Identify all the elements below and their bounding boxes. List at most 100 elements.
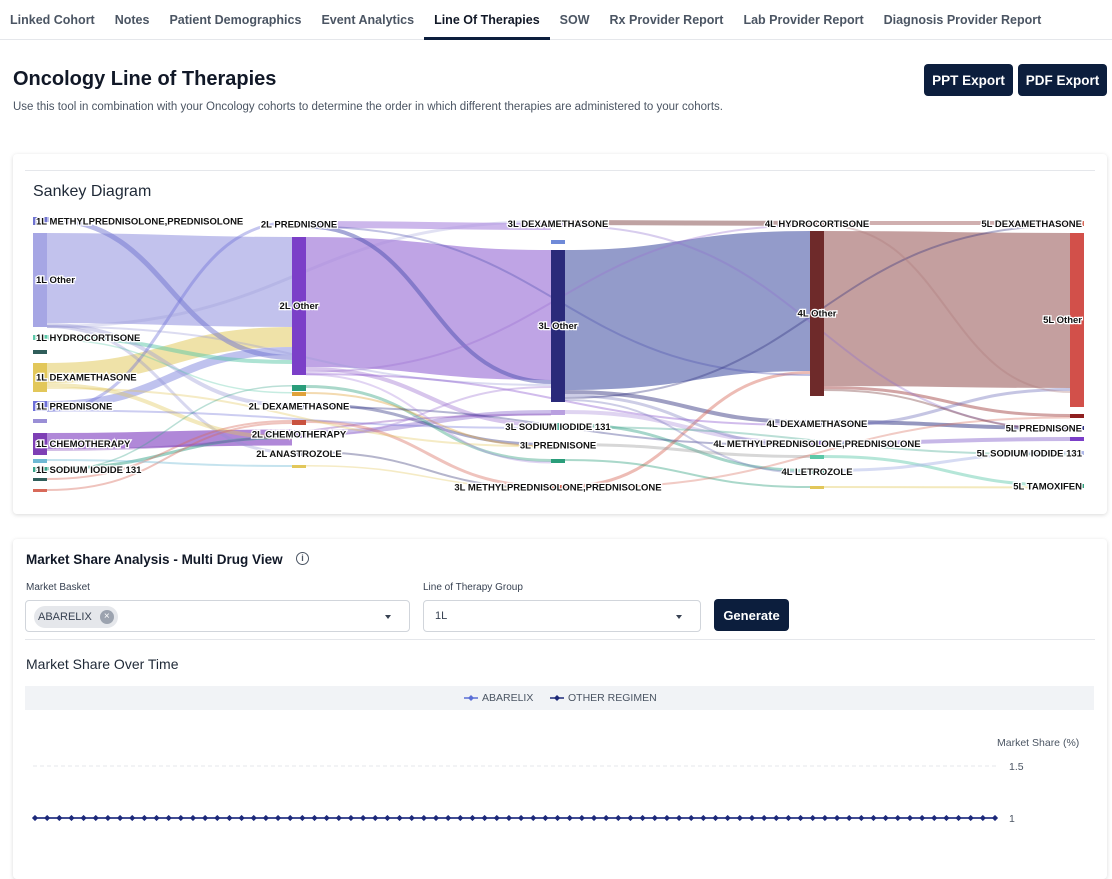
sankey-link[interactable] xyxy=(46,383,293,440)
sankey-node[interactable] xyxy=(33,217,47,225)
ppt-export-button[interactable]: PPT Export xyxy=(924,64,1013,96)
data-point[interactable] xyxy=(882,815,889,821)
sankey-node[interactable] xyxy=(551,459,565,463)
data-point[interactable] xyxy=(457,815,464,821)
sankey-link[interactable] xyxy=(46,323,293,407)
sankey-link[interactable] xyxy=(305,451,552,490)
sankey-node[interactable] xyxy=(33,489,47,492)
data-point[interactable] xyxy=(627,815,634,821)
sankey-node[interactable] xyxy=(292,392,306,396)
data-point[interactable] xyxy=(275,815,282,821)
sankey-node[interactable] xyxy=(33,419,47,423)
data-point[interactable] xyxy=(736,815,743,821)
data-point[interactable] xyxy=(578,815,585,821)
sankey-node[interactable] xyxy=(1070,414,1084,418)
data-point[interactable] xyxy=(979,815,986,821)
sankey-node[interactable] xyxy=(810,441,824,446)
data-point[interactable] xyxy=(590,815,597,821)
data-point[interactable] xyxy=(724,815,731,821)
data-point[interactable] xyxy=(919,815,926,821)
data-point[interactable] xyxy=(202,815,209,821)
sankey-link[interactable] xyxy=(46,422,293,491)
data-point[interactable] xyxy=(56,815,63,821)
sankey-link[interactable] xyxy=(564,443,811,458)
sankey-node[interactable] xyxy=(1070,233,1084,407)
data-point[interactable] xyxy=(748,815,755,821)
sankey-node[interactable] xyxy=(551,250,565,402)
data-point[interactable] xyxy=(834,815,841,821)
data-point[interactable] xyxy=(360,815,367,821)
data-point[interactable] xyxy=(676,815,683,821)
sankey-node[interactable] xyxy=(33,233,47,327)
data-point[interactable] xyxy=(372,815,379,821)
sankey-link[interactable] xyxy=(305,373,552,464)
data-point[interactable] xyxy=(445,815,452,821)
data-point[interactable] xyxy=(384,815,391,821)
sankey-link[interactable] xyxy=(46,420,293,480)
data-point[interactable] xyxy=(518,815,525,821)
sankey-node[interactable] xyxy=(551,423,565,430)
sankey-link[interactable] xyxy=(564,423,811,472)
sankey-node[interactable] xyxy=(33,478,47,481)
sankey-node[interactable] xyxy=(810,469,824,474)
sankey-link[interactable] xyxy=(305,385,552,462)
sankey-node[interactable] xyxy=(33,363,47,392)
sankey-link[interactable] xyxy=(46,385,293,472)
sankey-link[interactable] xyxy=(823,455,1071,487)
legend-item-abarelix[interactable]: ABARELIX xyxy=(464,692,533,704)
sankey-link[interactable] xyxy=(305,221,552,230)
data-point[interactable] xyxy=(104,815,111,821)
sankey-node[interactable] xyxy=(1070,451,1084,455)
sankey-node[interactable] xyxy=(292,465,306,468)
sankey-link[interactable] xyxy=(46,217,293,360)
data-point[interactable] xyxy=(323,815,330,821)
sankey-link[interactable] xyxy=(305,410,552,435)
sankey-node[interactable] xyxy=(292,385,306,391)
data-point[interactable] xyxy=(967,815,974,821)
sankey-node[interactable] xyxy=(810,231,824,396)
data-point[interactable] xyxy=(797,815,804,821)
data-point[interactable] xyxy=(141,815,148,821)
sankey-link[interactable] xyxy=(305,224,552,384)
data-point[interactable] xyxy=(846,815,853,821)
sankey-link[interactable] xyxy=(564,426,1071,456)
sankey-node[interactable] xyxy=(551,443,565,447)
data-point[interactable] xyxy=(530,815,537,821)
sankey-link[interactable] xyxy=(564,459,811,488)
sankey-node[interactable] xyxy=(292,403,306,409)
sankey-node[interactable] xyxy=(1070,484,1084,488)
tab-patient-demographics[interactable]: Patient Demographics xyxy=(169,13,302,27)
sankey-link[interactable] xyxy=(564,410,811,445)
sankey-link[interactable] xyxy=(823,231,1071,388)
sankey-node[interactable] xyxy=(292,221,306,227)
sankey-node[interactable] xyxy=(292,237,306,375)
lot-group-select[interactable]: 1L xyxy=(423,600,701,632)
data-point[interactable] xyxy=(153,815,160,821)
data-point[interactable] xyxy=(80,815,87,821)
data-point[interactable] xyxy=(992,815,998,821)
sankey-link[interactable] xyxy=(46,409,552,429)
data-point[interactable] xyxy=(469,815,476,821)
sankey-link[interactable] xyxy=(564,371,811,488)
sankey-link[interactable] xyxy=(46,459,293,467)
tab-diagnosis-provider-report[interactable]: Diagnosis Provider Report xyxy=(883,13,1042,27)
data-point[interactable] xyxy=(189,815,196,821)
sankey-link[interactable] xyxy=(305,367,552,427)
data-point[interactable] xyxy=(165,815,172,821)
data-point[interactable] xyxy=(906,815,913,821)
data-point[interactable] xyxy=(335,815,342,821)
tab-notes[interactable]: Notes xyxy=(114,13,150,27)
sankey-link[interactable] xyxy=(564,416,1071,490)
tab-linked-cohort[interactable]: Linked Cohort xyxy=(10,13,95,27)
sankey-node[interactable] xyxy=(810,455,824,459)
data-point[interactable] xyxy=(785,815,792,821)
data-point[interactable] xyxy=(32,815,38,821)
data-point[interactable] xyxy=(250,815,257,821)
data-point[interactable] xyxy=(651,815,658,821)
data-point[interactable] xyxy=(347,815,354,821)
data-point[interactable] xyxy=(408,815,415,821)
sankey-link[interactable] xyxy=(564,220,811,226)
sankey-link[interactable] xyxy=(305,237,552,380)
data-point[interactable] xyxy=(700,815,707,821)
data-point[interactable] xyxy=(226,815,233,821)
